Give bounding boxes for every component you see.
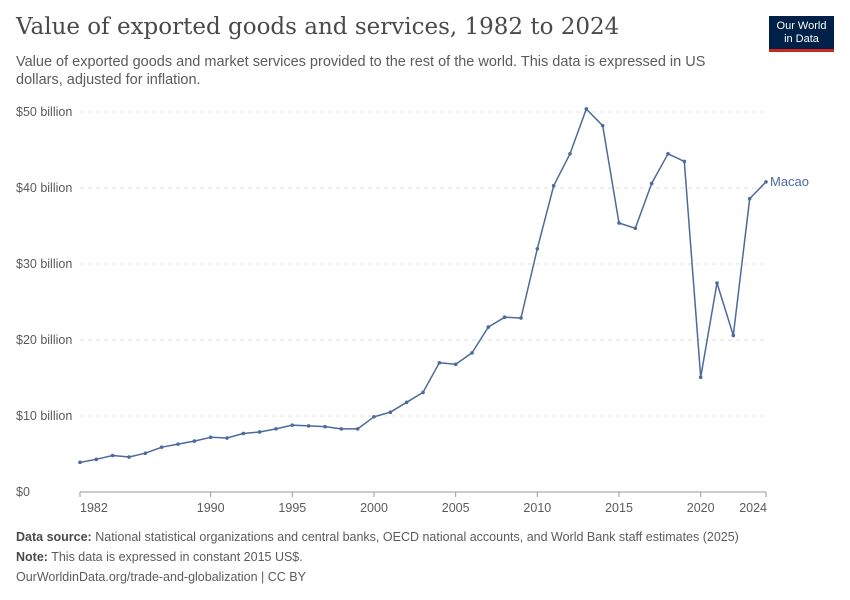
y-tick-label: $30 billion bbox=[16, 257, 72, 271]
logo-line-1: Our World bbox=[776, 19, 827, 32]
data-point bbox=[372, 414, 376, 419]
data-point bbox=[502, 315, 507, 320]
data-source-text: National statistical organizations and c… bbox=[95, 530, 739, 544]
data-point bbox=[617, 221, 621, 225]
data-source-label: Data source: bbox=[16, 530, 92, 544]
note-text: This data is expressed in constant 2015 … bbox=[51, 550, 303, 564]
data-point bbox=[388, 410, 393, 415]
series-label: Macao bbox=[770, 174, 809, 189]
data-point bbox=[306, 424, 311, 428]
data-point bbox=[339, 427, 344, 431]
note-label: Note: bbox=[16, 550, 48, 564]
data-point bbox=[257, 430, 262, 434]
x-tick-label: 2000 bbox=[360, 501, 388, 515]
chart-title: Value of exported goods and services, 19… bbox=[16, 14, 620, 40]
x-tick-label: 1982 bbox=[80, 501, 108, 515]
data-point bbox=[290, 423, 295, 427]
data-point bbox=[143, 451, 148, 456]
data-point bbox=[584, 107, 589, 111]
x-tick-label: 2024 bbox=[739, 501, 767, 515]
data-point bbox=[600, 123, 605, 128]
data-point bbox=[698, 375, 703, 380]
data-point bbox=[176, 442, 180, 446]
x-tick-label: 1995 bbox=[278, 501, 306, 515]
data-point bbox=[323, 424, 327, 429]
data-point bbox=[274, 427, 278, 431]
data-point bbox=[747, 196, 752, 201]
data-point bbox=[94, 457, 99, 462]
data-point bbox=[731, 333, 736, 338]
data-point bbox=[159, 445, 164, 449]
data-point bbox=[208, 435, 213, 440]
y-tick-label: $0 bbox=[16, 485, 30, 499]
x-tick-label: 2015 bbox=[605, 501, 633, 515]
owid-logo[interactable]: Our World in Data bbox=[769, 16, 834, 52]
x-tick-label: 2005 bbox=[442, 501, 470, 515]
data-point bbox=[715, 281, 719, 285]
data-point bbox=[666, 152, 670, 156]
chart-subtitle: Value of exported goods and market servi… bbox=[16, 54, 706, 88]
data-point bbox=[633, 226, 638, 231]
x-tick-label: 2010 bbox=[523, 501, 551, 515]
data-point bbox=[127, 455, 131, 459]
logo-line-2: in Data bbox=[784, 32, 819, 45]
y-tick-label: $40 billion bbox=[16, 181, 72, 195]
data-point bbox=[764, 180, 768, 184]
data-point bbox=[535, 247, 540, 251]
data-point bbox=[682, 159, 687, 164]
x-tick-label: 1990 bbox=[197, 501, 225, 515]
data-point bbox=[421, 390, 425, 395]
data-point bbox=[649, 181, 654, 186]
data-point bbox=[192, 439, 197, 443]
data-point bbox=[110, 453, 115, 458]
data-point bbox=[78, 460, 82, 465]
data-point bbox=[404, 400, 409, 405]
series-line-macao bbox=[79, 108, 767, 464]
data-note: Note: This data is expressed in constant… bbox=[16, 550, 303, 564]
data-source-note: Data source: National statistical organi… bbox=[16, 530, 739, 544]
data-point bbox=[568, 152, 572, 156]
data-point bbox=[355, 427, 360, 431]
source-link[interactable]: OurWorldinData.org/trade-and-globalizati… bbox=[16, 570, 306, 584]
y-tick-label: $10 billion bbox=[16, 409, 72, 423]
data-point bbox=[437, 361, 442, 365]
data-point bbox=[453, 362, 458, 367]
y-tick-label: $20 billion bbox=[16, 333, 72, 347]
data-point bbox=[519, 316, 523, 320]
x-tick-label: 2020 bbox=[687, 501, 715, 515]
y-tick-label: $50 billion bbox=[16, 105, 72, 119]
data-point bbox=[241, 431, 246, 436]
data-point bbox=[225, 436, 229, 440]
data-point bbox=[470, 351, 474, 355]
data-point bbox=[551, 183, 556, 188]
data-point bbox=[486, 325, 491, 329]
